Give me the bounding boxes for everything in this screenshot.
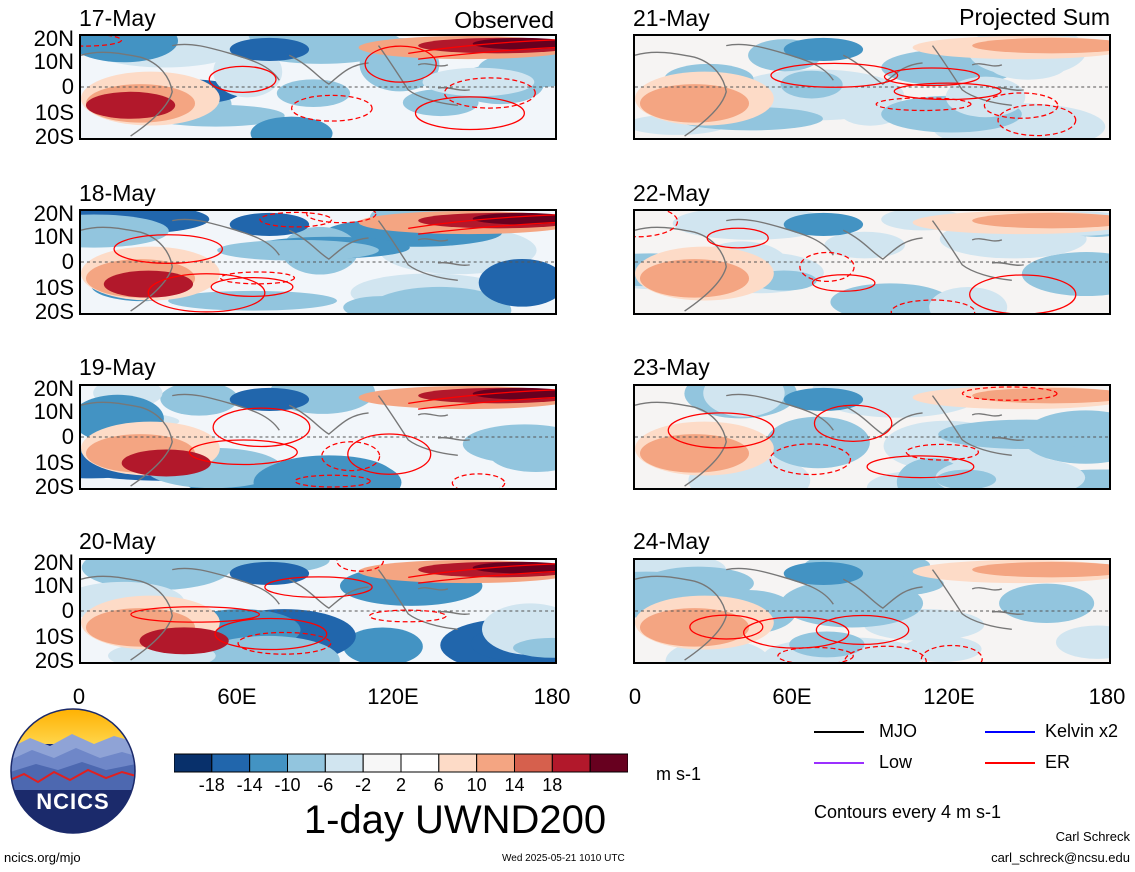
map-panel-6 (633, 384, 1111, 490)
lat-label-row2-1: 10N (33, 399, 74, 424)
lat-label-row1-4: 20S (34, 299, 74, 324)
lat-label-row2-0: 20N (33, 376, 74, 401)
lon-label-left-0: 0 (72, 684, 86, 709)
legend-mjo-label: MJO (879, 721, 917, 741)
map-field-4 (635, 36, 1109, 138)
colorbar-units: m s-1 (656, 764, 701, 784)
logo-text: NCICS (36, 789, 110, 814)
lat-label-row1-2: 0 (61, 249, 74, 274)
colorbar-tick-9: 18 (542, 775, 563, 795)
colorbar-swatch-8 (476, 753, 516, 773)
lat-label-row0-2: 0 (61, 74, 74, 99)
map-field-6 (635, 386, 1109, 488)
map-panel-3 (79, 558, 557, 664)
colorbar-swatch-5 (362, 753, 402, 773)
colorbar-swatch-2 (249, 753, 288, 773)
map-panel-1 (79, 209, 557, 315)
lat-label-row3-0: 20N (33, 550, 74, 575)
lat-label-row0-3: 10S (34, 100, 74, 125)
colorbar-tick-8: 14 (504, 775, 525, 795)
legend-low-label: Low (879, 752, 913, 772)
map-panel-0 (79, 34, 557, 140)
map-panel-4 (633, 34, 1111, 140)
legend-mjo-line (814, 731, 864, 733)
map-field-5 (635, 211, 1109, 313)
colorbar-swatch-7 (438, 753, 478, 773)
panel-date-5: 22-May (633, 180, 710, 206)
panel-date-2: 19-May (79, 354, 156, 380)
colorbar-tick-3: -6 (317, 775, 334, 795)
panel-date-7: 24-May (633, 528, 710, 554)
colorbar-swatch-9 (514, 753, 553, 773)
panel-date-0: 17-May (79, 5, 156, 31)
legend-low-line (814, 762, 864, 764)
legend-er-label: ER (1045, 752, 1071, 772)
lat-label-row3-1: 10N (33, 573, 74, 598)
legend-kelvin-label: Kelvin x2 (1045, 721, 1119, 741)
ncics-logo (10, 708, 136, 834)
map-field-0 (81, 36, 555, 138)
lat-label-row3-3: 10S (34, 624, 74, 649)
map-field-2 (81, 386, 555, 488)
lat-label-row2-4: 20S (34, 474, 74, 499)
lon-label-right-180: 180 (1088, 684, 1126, 709)
map-field-7 (635, 560, 1109, 662)
author-name: Carl Schreck (1055, 829, 1130, 844)
colorbar-tick-2: -10 (274, 775, 301, 795)
lat-label-row3-4: 20S (34, 648, 74, 673)
colorbar-tick-1: -14 (236, 775, 263, 795)
ncics-logo-icon (10, 708, 136, 834)
lon-label-left-120e: 120E (367, 684, 419, 709)
lat-label-row2-3: 10S (34, 450, 74, 475)
panel-date-6: 23-May (633, 354, 710, 380)
author-email: carl_schreck@ncsu.edu (991, 850, 1130, 865)
lon-label-right-0: 0 (628, 684, 642, 709)
colorbar-swatch-4 (324, 753, 364, 773)
colorbar-swatch-3 (287, 753, 326, 773)
lat-label-row3-2: 0 (61, 598, 74, 623)
contour-note: Contours every 4 m s-1 (814, 802, 1002, 822)
map-panel-2 (79, 384, 557, 490)
colorbar-swatch-6 (400, 753, 440, 773)
lat-label-row1-3: 10S (34, 275, 74, 300)
map-field-3 (81, 560, 555, 662)
map-panel-7 (633, 558, 1111, 664)
colorbar-tick-5: 2 (395, 775, 406, 795)
map-panel-5 (633, 209, 1111, 315)
colorbar-tick-6: 6 (433, 775, 444, 795)
footer-timestamp: Wed 2025-05-21 1010 UTC (502, 853, 625, 864)
colorbar-swatch-10 (551, 753, 591, 773)
panel-date-3: 20-May (79, 528, 156, 554)
colorbar-tick-0: -18 (198, 775, 225, 795)
lon-label-left-180: 180 (533, 684, 571, 709)
colorbar-swatch-0 (173, 753, 213, 773)
footer-url: ncics.org/mjo (4, 850, 81, 865)
lat-label-row0-0: 20N (33, 26, 74, 51)
figure-title: 1-day UWND200 (303, 798, 607, 842)
colorbar-tick-4: -2 (355, 775, 372, 795)
legend-er-line (985, 762, 1035, 764)
map-field-1 (81, 211, 555, 313)
panel-date-1: 18-May (79, 180, 156, 206)
lat-label-row1-1: 10N (33, 224, 74, 249)
lat-label-row0-4: 20S (34, 124, 74, 149)
projected-label: Projected Sum (959, 4, 1110, 30)
lon-label-left-60e: 60E (217, 684, 257, 709)
lon-label-right-60e: 60E (772, 684, 812, 709)
lat-label-row1-0: 20N (33, 201, 74, 226)
observed-label: Observed (454, 7, 554, 33)
panel-date-4: 21-May (633, 5, 710, 31)
lat-label-row0-1: 10N (33, 49, 74, 74)
colorbar-swatches (173, 753, 629, 773)
colorbar (173, 753, 629, 778)
lon-label-right-120e: 120E (923, 684, 975, 709)
legend-kelvin-line (985, 731, 1035, 733)
colorbar-swatch-1 (211, 753, 251, 773)
colorbar-swatch-11 (589, 753, 629, 773)
lat-label-row2-2: 0 (61, 424, 74, 449)
colorbar-tick-7: 10 (466, 775, 487, 795)
